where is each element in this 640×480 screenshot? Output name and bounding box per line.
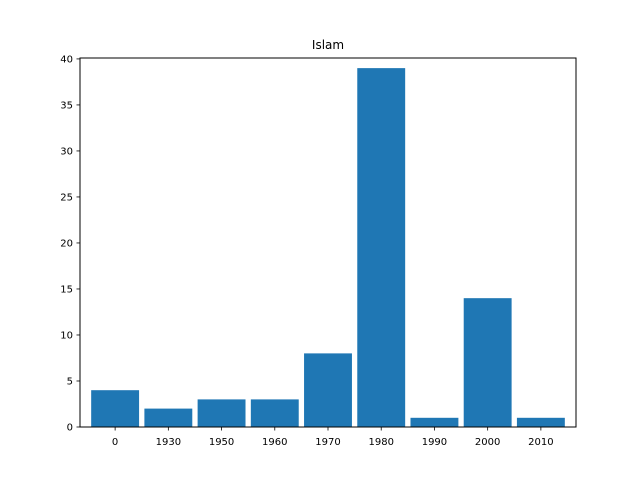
x-tick-label: 1980 <box>368 437 393 448</box>
bar-0 <box>91 390 140 427</box>
bar-1960 <box>250 399 299 427</box>
y-tick-label: 15 <box>60 284 73 295</box>
y-tick-label: 10 <box>60 330 73 341</box>
plot-frame <box>79 57 577 428</box>
y-tick-label: 35 <box>60 100 73 111</box>
bar-1930 <box>144 408 193 427</box>
bar-1980 <box>357 68 406 427</box>
x-tick-label: 1930 <box>156 437 181 448</box>
bar-2000 <box>463 298 512 427</box>
chart-title: Islam <box>312 38 344 52</box>
x-axis: 0 1930 1950 1960 1970 1980 1990 2000 2010 <box>112 427 554 448</box>
y-tick-label: 5 <box>67 376 73 387</box>
x-tick-label: 1990 <box>422 437 447 448</box>
y-tick-label: 25 <box>60 192 73 203</box>
y-tick-label: 40 <box>60 54 73 65</box>
x-tick-label: 1970 <box>315 437 340 448</box>
x-tick-label: 0 <box>112 437 118 448</box>
bars-group <box>91 68 565 427</box>
x-tick-label: 1950 <box>209 437 234 448</box>
y-tick-label: 0 <box>67 423 73 434</box>
x-tick-label: 2000 <box>475 437 500 448</box>
bar-1990 <box>410 417 459 427</box>
bar-1950 <box>197 399 246 427</box>
y-tick-label: 30 <box>60 146 73 157</box>
bar-1970 <box>304 353 352 427</box>
x-tick-label: 1960 <box>262 437 287 448</box>
y-tick-label: 20 <box>60 238 73 249</box>
bar-2010 <box>516 417 565 427</box>
x-tick-label: 2010 <box>528 437 553 448</box>
y-axis: 0 5 10 15 20 25 30 35 40 <box>60 54 80 434</box>
